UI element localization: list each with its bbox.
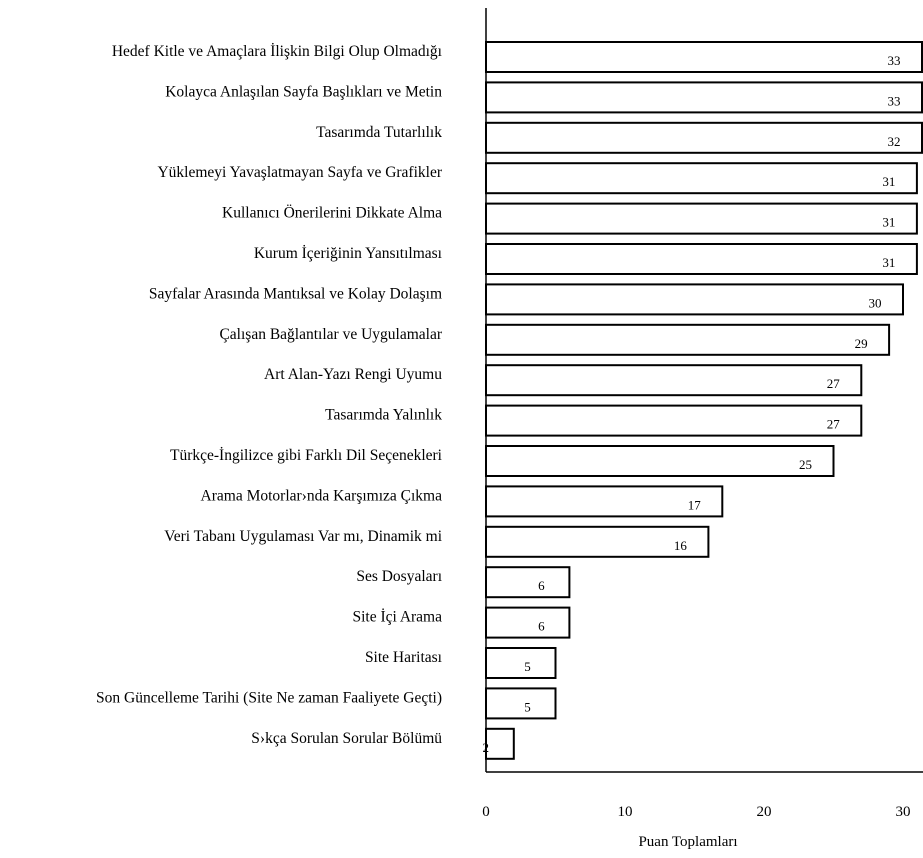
x-tick-label: 20	[757, 804, 772, 820]
category-label: Kurum İçeriğinin Yansıtılması	[254, 245, 443, 262]
category-label: S›kça Sorulan Sorular Bölümü	[251, 730, 442, 747]
x-axis-title: Puan Toplamları	[638, 834, 737, 850]
bar	[485, 647, 557, 679]
bar	[485, 121, 923, 154]
bar-value-label: 31	[882, 215, 895, 230]
bar-value-label: 33	[888, 93, 901, 108]
category-label: Tasarımda Tutarlılık	[316, 124, 442, 141]
category-label: Kolayca Anlaşılan Sayfa Başlıkları ve Me…	[165, 83, 442, 100]
bar	[485, 364, 863, 397]
bar-value-label: 5	[524, 659, 531, 674]
category-label: Türkçe-İngilizce gibi Farklı Dil Seçenek…	[170, 447, 443, 464]
category-label: Kullanıcı Önerilerini Dikkate Alma	[222, 205, 442, 222]
category-label: Site İçi Arama	[352, 609, 442, 626]
category-label: Son Güncelleme Tarihi (Site Ne zaman Faa…	[96, 689, 442, 706]
category-label: Site Haritası	[365, 649, 443, 666]
category-labels: Hedef Kitle ve Amaçlara İlişkin Bilgi Ol…	[96, 43, 443, 747]
bar	[485, 323, 891, 356]
bar	[485, 41, 923, 73]
category-label: Çalışan Bağlantılar ve Uygulamalar	[219, 326, 442, 343]
bar-value-label: 27	[827, 376, 841, 391]
bar	[485, 525, 710, 558]
bar	[485, 606, 571, 639]
bar-value-label: 6	[538, 619, 545, 634]
category-label: Arama Motorlar›nda Karşımıza Çıkma	[201, 487, 443, 504]
bar-value-label: 33	[888, 53, 901, 68]
bar	[485, 202, 918, 235]
x-tick-label: 0	[482, 804, 490, 820]
category-label: Yüklemeyi Yavaşlatmayan Sayfa ve Grafikl…	[157, 164, 442, 181]
bar	[485, 445, 835, 477]
bar-value-label: 32	[888, 134, 901, 149]
x-tick-label: 30	[896, 804, 911, 820]
bar-value-label: 6	[538, 578, 545, 593]
bar-value-label: 5	[524, 699, 531, 714]
bar-value-label: 27	[827, 417, 841, 432]
bar	[485, 162, 918, 195]
bar	[485, 687, 557, 720]
bar-value-label: 16	[674, 538, 688, 553]
bar-value-label: 25	[799, 457, 812, 472]
bar	[485, 727, 515, 760]
category-label: Tasarımda Yalınlık	[325, 407, 442, 424]
bar	[485, 243, 918, 275]
category-label: Veri Tabanı Uygulaması Var mı, Dinamik m…	[164, 528, 442, 545]
bar	[485, 81, 923, 114]
bar	[485, 404, 863, 437]
category-label: Hedef Kitle ve Amaçlara İlişkin Bilgi Ol…	[112, 43, 443, 60]
bar	[485, 283, 904, 316]
category-label: Art Alan-Yazı Rengi Uyumu	[264, 366, 442, 383]
bar-value-label: 31	[882, 174, 895, 189]
bar	[485, 566, 571, 599]
bars-layer: 3333323131313029272725171666552	[483, 41, 923, 760]
category-label: Ses Dosyaları	[356, 568, 442, 585]
bar-value-label: 29	[855, 336, 868, 351]
bar-value-label: 17	[688, 497, 702, 512]
bar-value-label: 30	[869, 295, 882, 310]
x-tick-label: 10	[618, 804, 633, 820]
x-tick-labels: 0 10 20 30	[482, 804, 910, 820]
category-label: Sayfalar Arasında Mantıksal ve Kolay Dol…	[149, 285, 442, 302]
bar-value-label: 31	[882, 255, 895, 270]
